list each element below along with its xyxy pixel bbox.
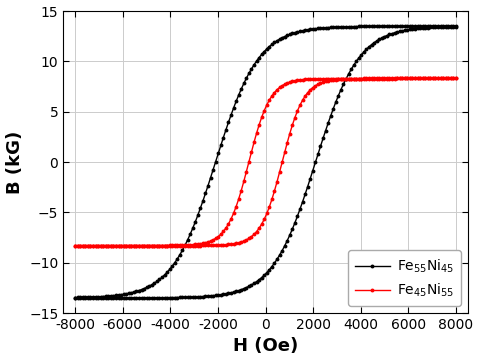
Y-axis label: B (kG): B (kG) xyxy=(6,130,24,193)
Fe$_{55}$Ni$_{45}$ xyxy=(386,32,392,37)
Fe$_{45}$Ni$_{55}$ xyxy=(386,76,392,81)
Line: Fe$_{55}$Ni$_{45}$: Fe$_{55}$Ni$_{45}$ xyxy=(73,25,458,300)
Fe$_{55}$Ni$_{45}$ xyxy=(72,296,78,300)
Fe$_{55}$Ni$_{45}$ xyxy=(453,25,459,29)
Fe$_{55}$Ni$_{45}$ xyxy=(272,261,277,265)
Fe$_{55}$Ni$_{45}$ xyxy=(197,295,203,299)
Fe$_{55}$Ni$_{45}$ xyxy=(287,233,293,237)
Line: Fe$_{45}$Ni$_{55}$: Fe$_{45}$Ni$_{55}$ xyxy=(73,77,458,248)
Fe$_{45}$Ni$_{55}$ xyxy=(272,189,277,193)
Fe$_{45}$Ni$_{55}$ xyxy=(336,77,341,82)
X-axis label: H (Oe): H (Oe) xyxy=(233,338,298,356)
Fe$_{45}$Ni$_{55}$ xyxy=(197,243,203,248)
Legend: Fe$_{55}$Ni$_{45}$, Fe$_{45}$Ni$_{55}$: Fe$_{55}$Ni$_{45}$, Fe$_{45}$Ni$_{55}$ xyxy=(348,251,461,306)
Fe$_{45}$Ni$_{55}$ xyxy=(72,243,78,248)
Fe$_{55}$Ni$_{45}$ xyxy=(336,93,341,98)
Fe$_{45}$Ni$_{55}$ xyxy=(223,243,229,247)
Fe$_{55}$Ni$_{45}$ xyxy=(223,292,229,296)
Fe$_{45}$Ni$_{55}$ xyxy=(287,131,293,136)
Fe$_{45}$Ni$_{55}$ xyxy=(453,76,459,81)
